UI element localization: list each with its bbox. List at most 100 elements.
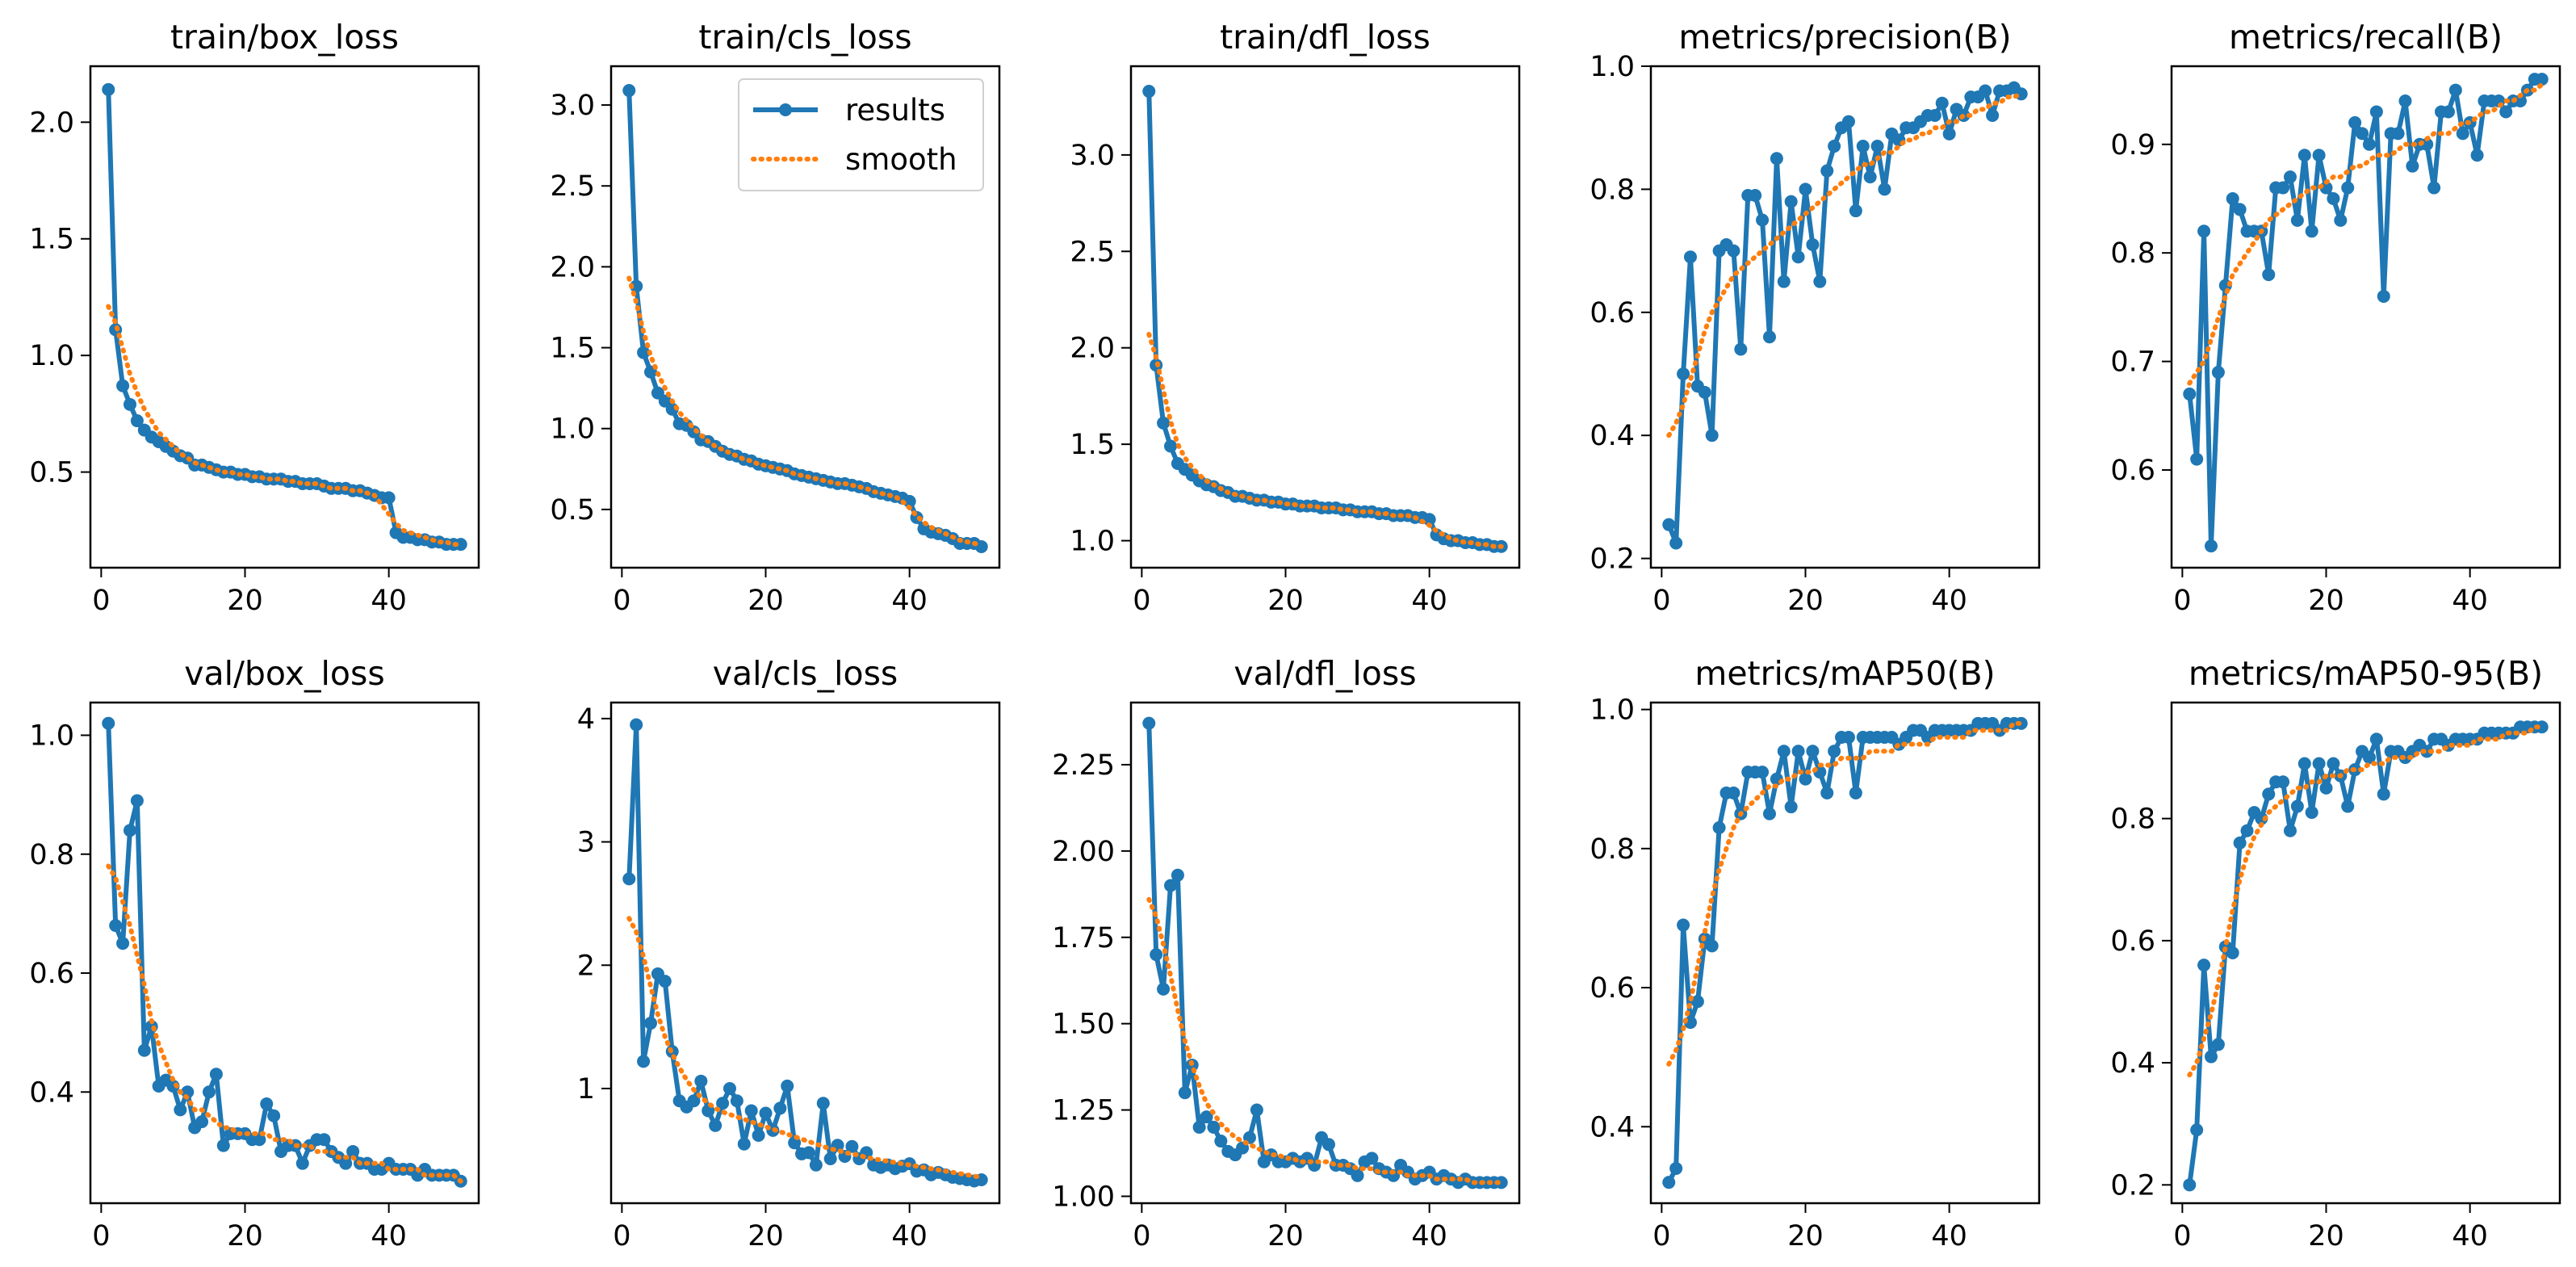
- panel-metrics-precision-b-ytick-label: 0.2: [1590, 543, 1635, 576]
- panel-val-dfl-loss-results-point: [1365, 1152, 1379, 1165]
- panel-val-box-loss-results-point: [202, 1085, 216, 1099]
- panel-train-dfl-loss: train/dfl_loss 0 20 40 1.0 1.5 2.0 2.5 3.0: [1070, 18, 1521, 617]
- panel-metrics-recall-b-results-point: [2190, 452, 2204, 466]
- panel-metrics-precision-b-results-point: [1863, 170, 1877, 184]
- panel-metrics-map50-95-b-results-point: [2277, 775, 2290, 789]
- panel-val-dfl-loss-results-point: [1163, 879, 1177, 892]
- panel-metrics-map50-95-b-results-point: [2233, 836, 2247, 850]
- panel-metrics-recall-b-results-point: [2197, 224, 2211, 238]
- panel-metrics-map50-b-ytick-label: 0.4: [1590, 1111, 1635, 1143]
- panel-metrics-precision-b-results-point: [1799, 182, 1812, 196]
- panel-metrics-precision-b-results-point: [1756, 213, 1770, 227]
- panel-metrics-precision-b-results-point: [1734, 342, 1748, 356]
- panel-val-box-loss-smooth-line: [106, 863, 463, 1184]
- panel-val-box-loss-results-point: [267, 1109, 281, 1122]
- panel-metrics-recall-b-results-point: [2398, 94, 2412, 108]
- panel-val-dfl-loss-ytick-label: 1.75: [1052, 922, 1115, 954]
- panel-metrics-map50-95-b-results-point: [2341, 799, 2355, 813]
- panel-metrics-recall-b-results-point: [2427, 181, 2441, 195]
- panel-metrics-map50-b-results-point: [1712, 821, 1726, 834]
- panel-metrics-map50-b-results-point: [1756, 766, 1770, 779]
- panel-metrics-map50-b-results-point: [1799, 772, 1812, 786]
- panel-train-cls-loss: train/cls_loss 0 20 40 0.5 1.0 1.5 2.0 2.5 3.0 res…: [550, 18, 1001, 617]
- panel-metrics-recall-b-ytick-label: 0.9: [2110, 129, 2155, 162]
- panel-metrics-map50-95-b-title: metrics/mAP50-95(B): [2189, 654, 2543, 693]
- panel-metrics-recall-b-results-point: [2312, 149, 2326, 162]
- panel-metrics-map50-95-b-results-point: [2362, 751, 2376, 765]
- panel-metrics-map50-b-smooth-line: [1666, 720, 2024, 1067]
- panel-metrics-recall-b-results-point: [2183, 387, 2197, 401]
- panel-val-cls-loss-results-point: [622, 872, 636, 886]
- panel-val-cls-loss-ytick-label: 1: [577, 1073, 595, 1105]
- panel-val-dfl-loss-smooth-line: [1146, 896, 1504, 1185]
- panel-train-box-loss-title: train/box_loss: [170, 18, 399, 57]
- panel-metrics-precision-b-xtick-label: 40: [1931, 585, 1967, 617]
- panel-train-box-loss-frame: [89, 65, 480, 569]
- panel-train-box-loss-results-point: [102, 82, 115, 96]
- panel-train-dfl-loss-frame: [1129, 65, 1521, 569]
- legend-results-marker: [779, 103, 792, 116]
- panel-metrics-map50-95-b-xtick-label: 0: [2173, 1220, 2191, 1252]
- panel-metrics-map50-95-b-results-point: [2312, 757, 2326, 770]
- panel-metrics-precision-b-results-point: [1828, 140, 1841, 153]
- panel-metrics-recall-b-smooth-line: [2187, 82, 2545, 386]
- panel-val-dfl-loss-ytick-label: 2.25: [1052, 749, 1115, 782]
- panel-val-cls-loss-xtick-label: 0: [613, 1220, 630, 1252]
- panel-metrics-precision-b-results-point: [1870, 140, 1884, 153]
- panel-val-cls-loss-xtick-label: 20: [748, 1220, 784, 1252]
- panel-val-dfl-loss-ytick-label: 1.50: [1052, 1009, 1115, 1041]
- panel-train-dfl-loss-xtick-label: 20: [1267, 585, 1304, 617]
- panel-val-dfl-loss-results-point: [1214, 1135, 1228, 1148]
- panel-metrics-precision-b-xtick-label: 20: [1787, 585, 1824, 617]
- panel-metrics-precision-b-results-point: [1770, 152, 1783, 166]
- panel-train-cls-loss-xtick-label: 20: [748, 585, 784, 617]
- panel-train-cls-loss-plot-area: [622, 84, 988, 553]
- panel-val-cls-loss-results-point: [687, 1094, 701, 1108]
- panel-metrics-map50-95-b-results-point: [2319, 781, 2333, 795]
- panel-val-dfl-loss-results-point: [1192, 1120, 1206, 1134]
- panel-val-cls-loss-results-point: [637, 1055, 651, 1068]
- legend-results-label: results: [845, 93, 945, 128]
- panel-val-box-loss-results-point: [216, 1139, 230, 1152]
- panel-metrics-map50-b-ytick-label: 1.0: [1590, 694, 1635, 727]
- panel-val-cls-loss-xtick-label: 40: [891, 1220, 928, 1252]
- panel-val-box-loss-results-point: [339, 1156, 353, 1170]
- panel-val-box-loss-results-point: [116, 937, 130, 950]
- panel-train-cls-loss-legend: results smooth: [738, 78, 984, 191]
- panel-train-dfl-loss-results-point: [1422, 513, 1436, 527]
- panel-val-cls-loss-smooth-line: [626, 916, 984, 1180]
- panel-val-cls-loss-results-point: [643, 1017, 657, 1030]
- panel-metrics-recall-b-results-point: [2456, 127, 2469, 141]
- panel-val-dfl-loss-results-point: [1250, 1103, 1263, 1117]
- panel-val-box-loss-results-point: [317, 1133, 331, 1147]
- panel-metrics-precision-b-results-point: [1784, 195, 1798, 208]
- panel-train-box-loss-results-point: [454, 538, 467, 552]
- panel-train-dfl-loss-smooth-line: [1146, 332, 1504, 549]
- panel-metrics-map50-95-b-results-point: [2420, 745, 2434, 758]
- panel-metrics-precision-b-results-point: [1878, 182, 1891, 196]
- panel-metrics-map50-95-b-xtick-label: 40: [2452, 1220, 2488, 1252]
- panel-val-box-loss-results-point: [195, 1115, 209, 1129]
- legend-box: [738, 78, 984, 191]
- panel-val-cls-loss-results-point: [716, 1097, 730, 1110]
- panel-metrics-precision-b-ytick-label: 0.6: [1590, 297, 1635, 329]
- panel-val-dfl-loss-xtick-label: 40: [1411, 1220, 1447, 1252]
- panel-train-cls-loss-smooth-line: [626, 275, 984, 547]
- panel-metrics-map50-b-xtick-label: 40: [1931, 1220, 1967, 1252]
- panel-metrics-precision-b-results-point: [1928, 108, 1941, 122]
- panel-metrics-map50-95-b-plot-area: [2183, 720, 2549, 1192]
- panel-metrics-map50-95-b-results-point: [2183, 1178, 2197, 1192]
- panel-metrics-precision-b-results-point: [1669, 536, 1683, 550]
- panel-val-cls-loss-results-point: [730, 1094, 743, 1108]
- panel-val-box-loss-results-point: [137, 1043, 151, 1057]
- panel-metrics-recall-b-xtick-label: 40: [2452, 585, 2488, 617]
- panel-metrics-recall-b-results-point: [2262, 268, 2276, 282]
- panel-val-box-loss-ytick-label: 1.0: [29, 720, 74, 752]
- panel-metrics-map50-b-results-point: [1849, 786, 1862, 799]
- panel-train-cls-loss-ytick-label: 2.5: [550, 170, 595, 203]
- panel-val-cls-loss-results-point: [816, 1097, 830, 1110]
- panel-train-box-loss-ytick-label: 0.5: [29, 457, 74, 489]
- panel-metrics-map50-95-b-results-point: [2290, 799, 2304, 813]
- panel-val-box-loss-xtick-label: 20: [227, 1220, 263, 1252]
